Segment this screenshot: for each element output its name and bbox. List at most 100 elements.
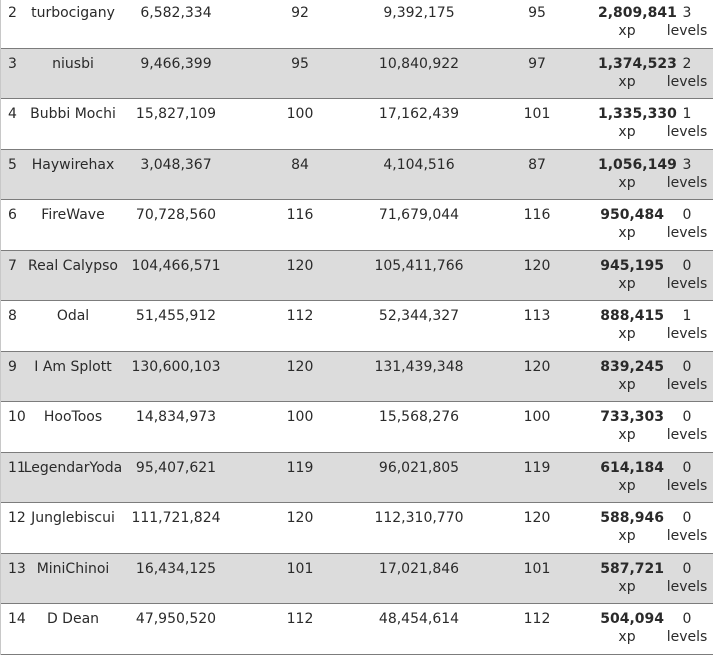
xp-gained-cell: 504,094 [600, 611, 664, 627]
levels-gained-cell: 1 [682, 106, 692, 122]
end-level-cell: 113 [523, 308, 551, 324]
rank-cell: 14 [8, 611, 26, 627]
xp-unit-label: xp [618, 427, 636, 443]
xp-unit-label: xp [618, 376, 636, 393]
end-xp-cell: 71,679,044 [378, 207, 460, 223]
end-level-cell: 119 [523, 459, 551, 476]
player-name-cell: turbocigany [31, 5, 115, 21]
table-row: 5 Haywirehax 3,048,367 84 4,104,516 87 1,056,1… [1, 149, 713, 200]
xp-unit-label: xp [618, 326, 636, 342]
levels-unit-label: levels [666, 174, 708, 191]
table-row: 2 turbocigany 6,582,334 92 9,392,175 95 2,809,… [1, 0, 713, 49]
start-level-cell: 84 [291, 156, 309, 173]
player-name-cell: niusbi [52, 55, 94, 72]
levels-unit-label: levels [666, 477, 708, 494]
end-level-cell: 100 [523, 409, 551, 425]
levels-gained-cell: 0 [682, 207, 692, 223]
end-xp-cell: 131,439,348 [374, 358, 464, 375]
start-level-cell: 100 [286, 106, 314, 122]
start-xp-cell: 95,407,621 [135, 459, 217, 476]
start-level-cell: 120 [286, 510, 314, 526]
levels-gained-cell: 0 [682, 358, 692, 375]
rank-cell: 2 [8, 5, 17, 21]
player-name-cell: Real Calypso [28, 257, 118, 274]
xp-unit-label: xp [618, 124, 636, 140]
table-row: 6 FireWave 70,728,560 116 71,679,044 116 950,4… [1, 200, 713, 251]
end-level-cell: 101 [523, 106, 551, 122]
levels-gained-cell: 0 [682, 611, 692, 627]
start-level-cell: 112 [286, 611, 314, 627]
end-level-cell: 87 [528, 156, 546, 173]
xp-unit-label: xp [618, 23, 636, 39]
start-xp-cell: 16,434,125 [135, 560, 217, 577]
xp-gained-cell: 587,721 [600, 560, 664, 577]
player-name-cell: MiniChinoi [36, 560, 110, 577]
end-xp-cell: 15,568,276 [378, 409, 460, 425]
end-xp-cell: 52,344,327 [378, 308, 460, 324]
end-level-cell: 120 [523, 358, 551, 375]
start-xp-cell: 6,582,334 [140, 5, 212, 21]
xp-gained-cell: 614,184 [600, 459, 664, 476]
rank-cell: 3 [8, 55, 17, 72]
levels-gained-cell: 0 [682, 560, 692, 577]
levels-unit-label: levels [666, 225, 708, 241]
rank-cell: 5 [8, 156, 17, 173]
end-xp-cell: 17,162,439 [378, 106, 460, 122]
table-row: 11 LegendarYoda 95,407,621 119 96,021,805 119… [1, 452, 713, 503]
levels-unit-label: levels [666, 275, 708, 292]
start-xp-cell: 130,600,103 [131, 358, 221, 375]
table-row: 9 I Am Splott 130,600,103 120 131,439,348 120… [1, 351, 713, 402]
levels-unit-label: levels [666, 23, 708, 39]
xp-gained-cell: 950,484 [600, 207, 664, 223]
levels-gained-cell: 0 [682, 510, 692, 526]
xp-unit-label: xp [618, 73, 636, 90]
table-row: 13 MiniChinoi 16,434,125 101 17,021,846 101 58… [1, 553, 713, 604]
levels-unit-label: levels [666, 427, 708, 443]
levels-unit-label: levels [666, 326, 708, 342]
levels-unit-label: levels [666, 73, 708, 90]
end-level-cell: 120 [523, 510, 551, 526]
end-xp-cell: 10,840,922 [378, 55, 460, 72]
start-xp-cell: 70,728,560 [135, 207, 217, 223]
start-xp-cell: 51,455,912 [135, 308, 217, 324]
end-xp-cell: 17,021,846 [378, 560, 460, 577]
levels-gained-cell: 2 [682, 55, 692, 72]
start-level-cell: 101 [286, 560, 314, 577]
player-name-cell: D Dean [46, 611, 100, 627]
start-xp-cell: 15,827,109 [135, 106, 217, 122]
end-xp-cell: 105,411,766 [374, 257, 464, 274]
levels-unit-label: levels [666, 376, 708, 393]
xp-unit-label: xp [618, 275, 636, 292]
table-row: 7 Real Calypso 104,466,571 120 105,411,766 12… [1, 250, 713, 301]
xp-unit-label: xp [618, 174, 636, 191]
start-level-cell: 112 [286, 308, 314, 324]
xp-gained-cell: 1,335,330 [598, 106, 677, 122]
table-row: 10 HooToos 14,834,973 100 15,568,276 100 733,3… [1, 402, 713, 453]
xp-gained-cell: 839,245 [600, 358, 664, 375]
rank-cell: 9 [8, 358, 17, 375]
player-name-cell: I Am Splott [34, 358, 112, 375]
xp-unit-label: xp [618, 629, 636, 645]
levels-gained-cell: 0 [682, 409, 692, 425]
end-level-cell: 95 [528, 5, 546, 21]
rank-cell: 12 [8, 510, 26, 526]
levels-unit-label: levels [666, 124, 708, 140]
table-row: 3 niusbi 9,466,399 95 10,840,922 97 1,374,523 x… [1, 48, 713, 99]
levels-gained-cell: 3 [682, 5, 692, 21]
end-xp-cell: 4,104,516 [383, 156, 455, 173]
start-level-cell: 120 [286, 257, 314, 274]
levels-unit-label: levels [666, 578, 708, 595]
player-name-cell: HooToos [43, 409, 103, 425]
table-row: 14 D Dean 47,950,520 112 48,454,614 112 504,09… [1, 604, 713, 655]
rank-cell: 11 [8, 459, 26, 476]
xp-unit-label: xp [618, 477, 636, 494]
xp-gained-cell: 588,946 [600, 510, 664, 526]
start-xp-cell: 47,950,520 [135, 611, 217, 627]
start-level-cell: 119 [286, 459, 314, 476]
xp-unit-label: xp [618, 578, 636, 595]
end-level-cell: 120 [523, 257, 551, 274]
levels-gained-cell: 0 [682, 257, 692, 274]
rank-cell: 13 [8, 560, 26, 577]
start-xp-cell: 14,834,973 [135, 409, 217, 425]
